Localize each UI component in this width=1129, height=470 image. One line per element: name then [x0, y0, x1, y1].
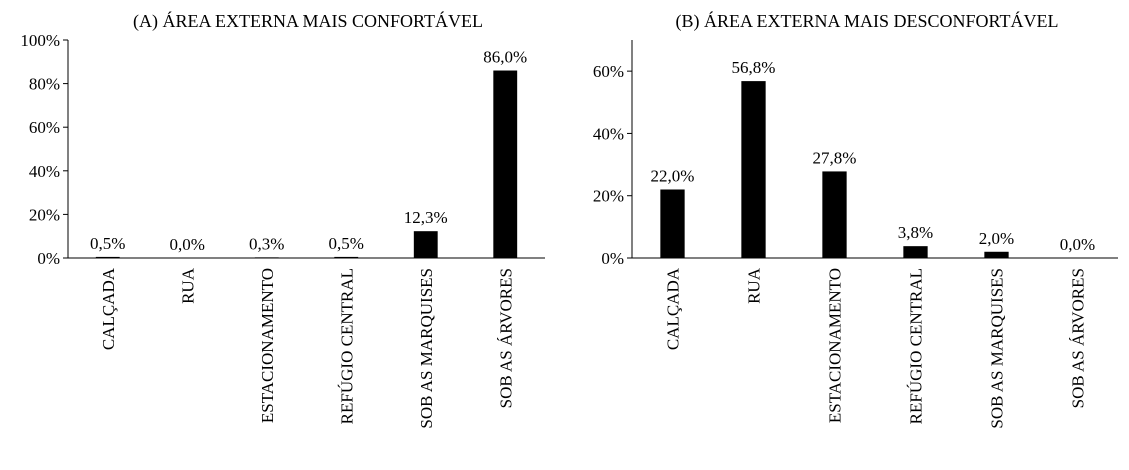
- chart-a-y-tick-label: 40%: [29, 162, 60, 181]
- chart-b-y-tick-label: 60%: [593, 62, 624, 81]
- chart-a-category-label: RUA: [178, 267, 197, 304]
- chart-a-y-tick-label: 0%: [37, 249, 60, 268]
- chart-b-category-label: SOB AS MARQUISES: [988, 268, 1007, 429]
- chart-a-bars: [95, 70, 518, 259]
- chart-b-category-label: REFÚGIO CENTRAL: [907, 268, 926, 424]
- chart-b-y-tick-label: 0%: [601, 249, 624, 268]
- chart-a-title: (A) ÁREA EXTERNA MAIS CONFORTÁVEL: [133, 10, 483, 32]
- chart-b-data-label: 2,0%: [979, 229, 1014, 248]
- chart-b-bar: [741, 81, 766, 258]
- chart-b-bar: [903, 246, 928, 258]
- chart-b-title: (B) ÁREA EXTERNA MAIS DESCONFORTÁVEL: [676, 10, 1059, 32]
- chart-a-x-axis: CALÇADA RUA ESTACIONAMENTO REFÚGIO CENTRAL S…: [68, 257, 545, 429]
- chart-b-category-label: SOB AS ÁRVORES: [1069, 268, 1088, 408]
- chart-b-bars: [660, 81, 1009, 258]
- chart-b: (B) ÁREA EXTERNA MAIS DESCONFORTÁVEL 0% 2…: [593, 10, 1118, 429]
- chart-a-bar: [493, 70, 518, 259]
- chart-b-bar: [660, 189, 685, 258]
- chart-a: (A) ÁREA EXTERNA MAIS CONFORTÁVEL 0% 20% 4…: [20, 10, 545, 429]
- chart-a-category-label: SOB AS MARQUISES: [417, 268, 436, 429]
- chart-b-data-labels: 22,0% 56,8% 27,8% 3,8% 2,0% 0,0%: [651, 58, 1096, 254]
- chart-b-data-label: 0,0%: [1060, 235, 1095, 254]
- chart-a-bar: [334, 256, 359, 258]
- chart-b-data-label: 56,8%: [732, 58, 776, 77]
- chart-b-data-label: 27,8%: [813, 148, 857, 167]
- chart-a-category-label: ESTACIONAMENTO: [258, 268, 277, 423]
- chart-b-data-label: 22,0%: [651, 166, 695, 185]
- chart-b-y-tick-label: 40%: [593, 124, 624, 143]
- chart-a-data-label: 0,5%: [90, 234, 125, 253]
- chart-a-data-labels: 0,5% 0,0% 0,3% 0,5% 12,3% 86,0%: [90, 48, 527, 254]
- chart-b-category-label: CALÇADA: [664, 267, 683, 350]
- chart-b-bar: [984, 251, 1009, 258]
- chart-a-data-label: 86,0%: [483, 48, 527, 67]
- chart-b-bar: [822, 171, 847, 258]
- chart-a-y-tick-label: 20%: [29, 205, 60, 224]
- chart-a-data-label: 0,3%: [249, 234, 284, 253]
- chart-a-y-tick-label: 60%: [29, 118, 60, 137]
- chart-a-y-tick-label: 100%: [20, 31, 60, 50]
- chart-a-y-tick-label: 80%: [29, 75, 60, 94]
- chart-b-data-label: 3,8%: [898, 223, 933, 242]
- chart-a-category-label: CALÇADA: [99, 267, 118, 350]
- chart-b-y-axis: 0% 20% 40% 60%: [593, 40, 633, 268]
- chart-a-bar: [413, 231, 438, 258]
- chart-b-y-tick-label: 20%: [593, 187, 624, 206]
- chart-a-data-label: 0,5%: [329, 234, 364, 253]
- chart-a-data-label: 12,3%: [404, 208, 448, 227]
- chart-b-category-label: ESTACIONAMENTO: [826, 268, 845, 423]
- chart-a-y-axis: 0% 20% 40% 60% 80% 100%: [20, 31, 69, 268]
- chart-a-category-label: REFÚGIO CENTRAL: [337, 268, 356, 424]
- chart-b-x-axis: CALÇADA RUA ESTACIONAMENTO REFÚGIO CENTRAL S…: [632, 257, 1118, 429]
- chart-a-bar: [95, 256, 120, 258]
- chart-a-category-label: SOB AS ÁRVORES: [496, 268, 515, 408]
- chart-b-category-label: RUA: [745, 267, 764, 304]
- chart-a-data-label: 0,0%: [170, 235, 205, 254]
